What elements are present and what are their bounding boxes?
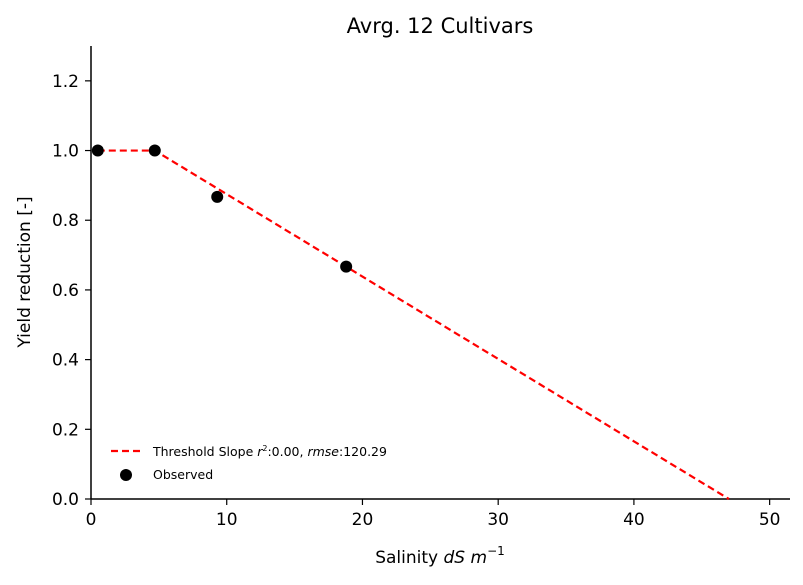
x-tick-label: 40 xyxy=(623,510,645,530)
x-tick-label: 10 xyxy=(216,510,238,530)
observed-point xyxy=(340,260,353,273)
observed-point xyxy=(91,144,104,157)
legend-scatter-label: Observed xyxy=(153,467,213,482)
y-axis-title: Yield reduction [-] xyxy=(15,196,35,348)
x-axis-title-prefix: Salinity xyxy=(375,548,443,568)
x-axis-title-var: dS m xyxy=(444,548,488,568)
y-tick-label: 0.6 xyxy=(52,281,79,301)
legend-scatter-swatch xyxy=(120,469,132,481)
x-axis-title: Salinity dS m−1 xyxy=(375,544,505,568)
y-tick-label: 1.2 xyxy=(52,72,79,92)
x-tick-label: 0 xyxy=(86,510,97,530)
x-axis-ticks: 0 10 20 30 40 50 xyxy=(86,499,781,530)
legend-line-label: Threshold Slope r2:0.00, rmse:120.29 xyxy=(152,444,387,459)
x-tick-label: 30 xyxy=(487,510,509,530)
y-tick-label: 0.4 xyxy=(52,351,79,371)
legend: Threshold Slope r2:0.00, rmse:120.29 Obs… xyxy=(111,444,387,482)
y-tick-label: 0.0 xyxy=(52,490,79,510)
x-tick-label: 20 xyxy=(352,510,374,530)
observed-point xyxy=(148,144,161,157)
axes xyxy=(90,46,790,500)
y-axis-ticks: 0.0 0.2 0.4 0.6 0.8 1.0 1.2 xyxy=(52,72,91,510)
observed-point xyxy=(211,190,224,203)
series-layer xyxy=(91,144,730,500)
y-tick-label: 0.8 xyxy=(52,211,79,231)
y-tick-label: 1.0 xyxy=(52,142,79,162)
y-tick-label: 0.2 xyxy=(52,420,79,440)
x-tick-label: 50 xyxy=(759,510,781,530)
chart-title: Avrg. 12 Cultivars xyxy=(347,14,534,38)
x-axis-title-sup: −1 xyxy=(487,544,505,558)
